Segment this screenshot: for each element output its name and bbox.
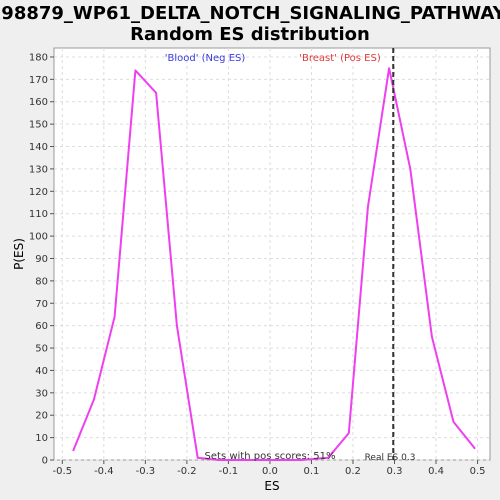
x-tick-label: 0.1 bbox=[303, 466, 319, 477]
y-tick-label: 70 bbox=[35, 299, 48, 310]
chart-title-line1: 198879_WP61_DELTA_NOTCH_SIGNALING_PATHWA… bbox=[0, 3, 500, 24]
y-tick-label: 30 bbox=[35, 388, 48, 399]
x-tick-label: 0.5 bbox=[470, 466, 486, 477]
x-tick-label: -0.4 bbox=[94, 466, 114, 477]
x-tick-label: 0.3 bbox=[387, 466, 403, 477]
y-tick-label: 40 bbox=[35, 366, 48, 377]
chart-title-line2: Random ES distribution bbox=[130, 24, 370, 45]
y-tick-label: 0 bbox=[42, 456, 48, 467]
y-tick-label: 90 bbox=[35, 254, 48, 265]
y-tick-label: 180 bbox=[29, 52, 48, 63]
plot-area bbox=[53, 47, 491, 461]
x-axis-ticks: -0.5 -0.4 -0.3 -0.2 -0.1 0.0 0.1 0.2 0.3 0.4 0.5 bbox=[53, 460, 486, 477]
x-tick-label: 0.0 bbox=[262, 466, 278, 477]
y-tick-label: 160 bbox=[29, 97, 48, 108]
y-tick-label: 170 bbox=[29, 75, 48, 86]
y-tick-label: 50 bbox=[35, 344, 48, 355]
pos-scores-note: Sets with pos scores: 51% bbox=[205, 451, 336, 462]
y-tick-label: 150 bbox=[29, 120, 48, 131]
x-tick-label: -0.1 bbox=[219, 466, 239, 477]
x-tick-label: -0.2 bbox=[177, 466, 197, 477]
y-axis-label: P(ES) bbox=[12, 238, 26, 270]
grid-lines bbox=[54, 48, 490, 461]
y-tick-label: 20 bbox=[35, 411, 48, 422]
x-axis-label: ES bbox=[264, 479, 279, 493]
y-tick-label: 80 bbox=[35, 276, 48, 287]
x-tick-label: 0.2 bbox=[345, 466, 361, 477]
real-es-note: Real ES 0.3 bbox=[365, 453, 416, 463]
y-tick-label: 120 bbox=[29, 187, 48, 198]
y-tick-label: 140 bbox=[29, 142, 48, 153]
y-tick-label: 60 bbox=[35, 321, 48, 332]
legend-neg-es: 'Blood' (Neg ES) bbox=[165, 53, 246, 64]
series-layer bbox=[72, 67, 476, 461]
legend-pos-es: 'Breast' (Pos ES) bbox=[299, 53, 381, 64]
x-tick-label: -0.5 bbox=[53, 466, 73, 477]
series-line bbox=[72, 67, 476, 461]
y-tick-label: 130 bbox=[29, 164, 48, 175]
y-tick-label: 100 bbox=[29, 232, 48, 243]
y-tick-label: 10 bbox=[35, 433, 48, 444]
x-tick-label: 0.4 bbox=[428, 466, 444, 477]
y-axis-ticks: 0 10 20 30 40 50 60 70 80 90 100 110 120 130 140 150 160… bbox=[29, 52, 54, 467]
x-tick-label: -0.3 bbox=[136, 466, 156, 477]
y-tick-label: 110 bbox=[29, 209, 48, 220]
